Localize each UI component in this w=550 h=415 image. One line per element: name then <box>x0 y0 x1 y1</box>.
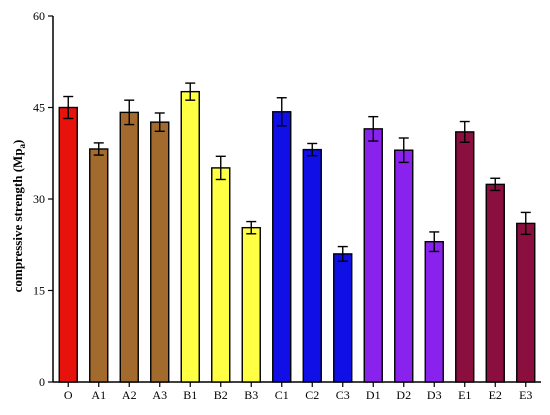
x-tick-label-D1: D1 <box>366 388 381 402</box>
bar-C3 <box>333 253 353 383</box>
bar-D2 <box>394 149 414 383</box>
y-axis-label-text: compressive strength <box>10 175 25 293</box>
x-tick-label-E2: E2 <box>489 388 502 402</box>
y-axis-unit: Mp <box>10 148 25 168</box>
y-tick-label: 60 <box>33 9 45 23</box>
bar-B3 <box>241 226 261 383</box>
y-axis-title: compressive strength (Mpa) <box>10 140 27 293</box>
bar-A1 <box>89 148 109 383</box>
y-tick-label: 15 <box>33 284 45 298</box>
bar-O <box>58 106 78 383</box>
y-tick-label: 45 <box>33 101 45 115</box>
y-axis-unit-subscript: a <box>17 143 27 148</box>
bar-D3 <box>424 240 444 383</box>
y-tick-label: 0 <box>39 375 45 389</box>
x-tick-label-E1: E1 <box>458 388 471 402</box>
x-tick-label-B1: B1 <box>183 388 197 402</box>
bar-E1 <box>455 131 475 383</box>
bar-A3 <box>150 121 170 383</box>
bar-D1 <box>363 128 383 383</box>
y-tick-label: 30 <box>33 192 45 206</box>
bar-A2 <box>119 111 139 383</box>
y-axis-label: compressive strength (Mpa) <box>10 140 27 293</box>
x-tick-label-C3: C3 <box>336 388 350 402</box>
x-tick-label-A2: A2 <box>122 388 137 402</box>
bar-C1 <box>272 111 292 383</box>
x-tick-label-D2: D2 <box>396 388 411 402</box>
x-tick-label-A1: A1 <box>91 388 106 402</box>
x-tick-label-A3: A3 <box>152 388 167 402</box>
x-tick-label-B2: B2 <box>214 388 228 402</box>
x-tick-label-E3: E3 <box>519 388 532 402</box>
x-tick-label-O: O <box>64 388 73 402</box>
bar-B2 <box>211 167 231 383</box>
bar-C2 <box>302 148 322 383</box>
x-tick-label-C2: C2 <box>305 388 319 402</box>
plot-area: 0 15 30 45 60 O A1 A2 A3 B1 B2 B3 C1 C2 C3 D1 D2 D3 E1 E2 E3 <box>33 9 541 402</box>
x-tick-label-C1: C1 <box>275 388 289 402</box>
bar-E3 <box>516 222 536 383</box>
bar-E2 <box>485 183 505 383</box>
x-tick-label-D3: D3 <box>427 388 442 402</box>
bar-B1 <box>180 90 200 383</box>
x-tick-label-B3: B3 <box>244 388 258 402</box>
